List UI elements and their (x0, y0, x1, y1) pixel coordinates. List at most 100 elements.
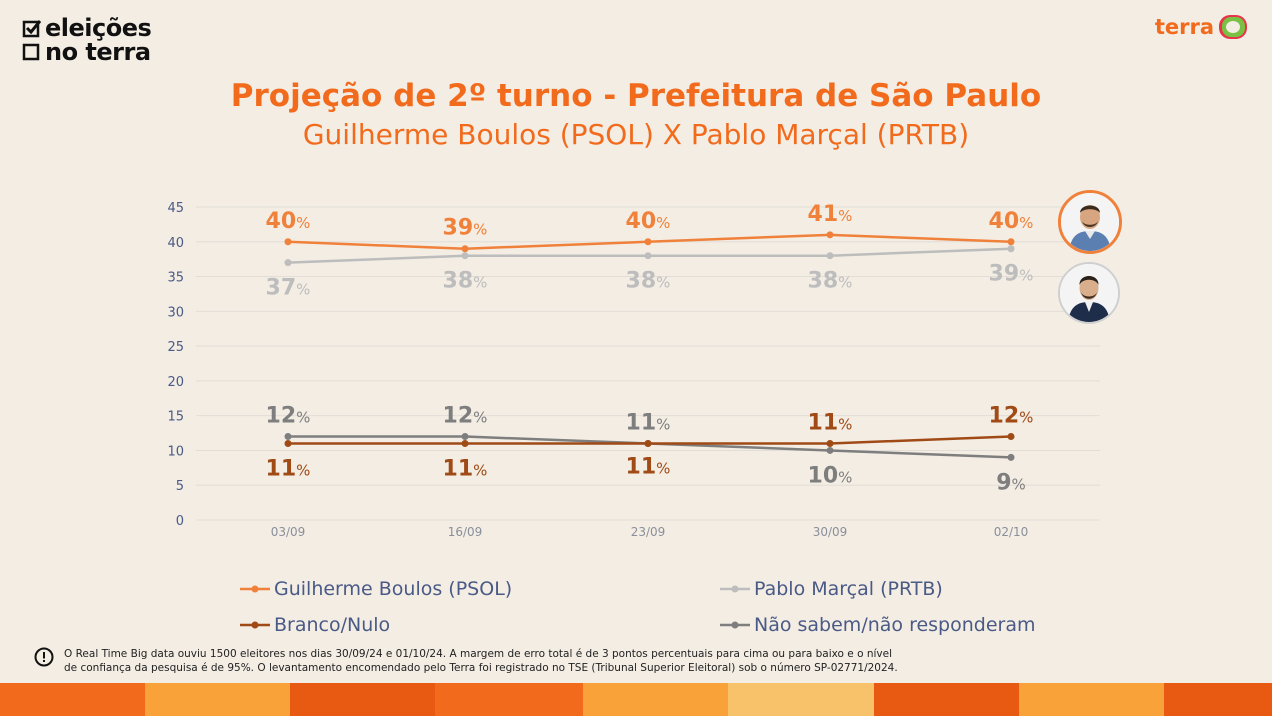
data-point (644, 439, 652, 447)
data-label: 38% (626, 269, 671, 294)
percent-sign: % (1019, 214, 1033, 232)
percent-sign: % (656, 214, 670, 232)
y-tick-label: 45 (167, 201, 184, 216)
data-point (826, 446, 834, 454)
terra-logo-word: terra (1154, 15, 1214, 39)
data-point (644, 252, 652, 260)
brand-line1: eleições (45, 14, 152, 42)
legend-marker-marcal (720, 585, 750, 593)
footnote-line2: de confiança da pesquisa é de 95%. O lev… (64, 662, 898, 674)
person-photo-icon (1061, 193, 1119, 251)
y-tick-label: 15 (167, 410, 184, 425)
percent-sign: % (473, 461, 487, 479)
data-label: 12% (989, 404, 1034, 429)
legend-label-nao-sabem: Não sabem/não responderam (754, 614, 1036, 636)
legend-marker-branco (240, 621, 270, 629)
data-point (826, 439, 834, 447)
percent-sign: % (296, 461, 310, 479)
legend-marker-nao-sabem (720, 621, 750, 629)
checkbox-empty-icon (22, 43, 40, 61)
legend-marker-boulos (240, 585, 270, 593)
data-label: 12% (443, 404, 488, 429)
data-label: 10% (808, 463, 853, 488)
footnote-line1: O Real Time Big data ouviu 1500 eleitore… (64, 648, 893, 660)
data-point (461, 245, 469, 253)
data-point (284, 439, 292, 447)
y-tick-label: 10 (167, 444, 184, 459)
data-point (284, 433, 292, 441)
percent-sign: % (656, 415, 670, 433)
marcal-avatar (1058, 262, 1120, 324)
percent-sign: % (473, 409, 487, 427)
percent-sign: % (1012, 475, 1026, 493)
percent-sign: % (1019, 267, 1033, 285)
y-tick-label: 30 (167, 305, 184, 320)
person-photo-icon (1060, 264, 1118, 322)
percent-sign: % (296, 409, 310, 427)
legend-item-marcal: Pablo Marçal (PRTB) (720, 578, 943, 600)
data-label: 11% (808, 410, 853, 435)
percent-sign: % (473, 221, 487, 239)
terra-logo: terra (1155, 14, 1248, 40)
percent-sign: % (296, 281, 310, 299)
y-tick-label: 25 (167, 340, 184, 355)
data-label: 39% (443, 216, 488, 241)
data-point (284, 238, 292, 246)
percent-sign: % (656, 274, 670, 292)
info-warning-icon (34, 647, 54, 667)
data-label: 38% (808, 269, 853, 294)
legend-label-branco: Branco/Nulo (274, 614, 391, 636)
data-point (461, 433, 469, 441)
legend-item-branco: Branco/Nulo (240, 614, 390, 636)
percent-sign: % (838, 415, 852, 433)
data-label: 11% (626, 454, 671, 479)
legend-label-boulos: Guilherme Boulos (PSOL) (274, 578, 513, 600)
data-label: 38% (443, 269, 488, 294)
footnote: O Real Time Big data ouviu 1500 eleitore… (34, 647, 1234, 675)
data-label: 40% (626, 209, 671, 234)
data-point (826, 231, 834, 239)
bottom-color-band (0, 683, 1272, 716)
x-tick-label: 30/09 (813, 525, 848, 539)
legend-item-boulos: Guilherme Boulos (PSOL) (240, 578, 512, 600)
data-point (1007, 238, 1015, 246)
x-tick-label: 23/09 (631, 525, 666, 539)
checkbox-checked-icon (22, 20, 42, 38)
data-label: 39% (989, 262, 1034, 287)
percent-sign: % (1019, 409, 1033, 427)
percent-sign: % (473, 274, 487, 292)
percent-sign: % (656, 459, 670, 477)
percent-sign: % (838, 274, 852, 292)
brand-line2: no terra (45, 38, 151, 66)
data-point (1007, 245, 1015, 253)
x-tick-label: 02/10 (994, 525, 1029, 539)
data-label: 11% (626, 410, 671, 435)
data-point (644, 238, 652, 246)
chart-title: Projeção de 2º turno - Prefeitura de São… (230, 78, 1042, 114)
y-tick-label: 35 (167, 271, 184, 286)
data-label: 37% (266, 276, 311, 301)
data-point (284, 259, 292, 267)
terra-badge-icon (1219, 15, 1247, 39)
legend-label-marcal: Pablo Marçal (PRTB) (754, 578, 943, 600)
y-tick-label: 0 (176, 514, 184, 529)
data-point (461, 252, 469, 260)
x-tick-label: 03/09 (271, 525, 306, 539)
percent-sign: % (838, 207, 852, 225)
y-tick-label: 40 (167, 236, 184, 251)
y-tick-label: 20 (167, 375, 184, 390)
eleicoes-no-terra-logo: eleições no terra (22, 14, 152, 66)
data-label: 11% (266, 456, 311, 481)
data-label: 9% (996, 470, 1026, 495)
data-point (826, 252, 834, 260)
data-label: 11% (443, 456, 488, 481)
data-label: 41% (808, 202, 853, 227)
data-label: 12% (266, 404, 311, 429)
percent-sign: % (838, 468, 852, 486)
percent-sign: % (296, 214, 310, 232)
boulos-avatar (1058, 190, 1122, 254)
data-point (1007, 433, 1015, 441)
chart-subtitle: Guilherme Boulos (PSOL) X Pablo Marçal (… (302, 118, 970, 151)
data-label: 40% (266, 209, 311, 234)
